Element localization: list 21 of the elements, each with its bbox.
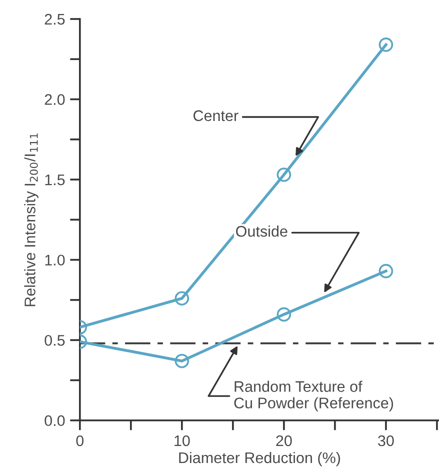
point: [276, 307, 292, 322]
y-tick-label: 0.5: [44, 334, 65, 346]
x-tick-label: 0: [76, 435, 84, 446]
x-tick-label: 30: [378, 435, 394, 446]
y-axis-title: Relative Intensity I$_{200}$/I$_{111}$: [24, 134, 38, 306]
y-tick-label: 1.0: [45, 254, 65, 266]
y-tick-label: 1.5: [45, 174, 65, 186]
y-tick-label: 2.0: [44, 94, 65, 105]
annotation: Random Texture of Cu Powder (Reference): [234, 380, 394, 412]
x-tick-label: 10: [174, 435, 190, 446]
x-axis-title: Diameter Reduction (%): [179, 452, 340, 466]
point: [378, 264, 394, 278]
annotation: Center: [194, 110, 238, 122]
y-tick-label: 2.5: [44, 14, 65, 25]
text: 0.0: [44, 415, 65, 426]
point: [174, 354, 190, 368]
annotation: Outside: [236, 226, 288, 237]
x-tick-label: 20: [276, 435, 292, 446]
point: [174, 291, 190, 306]
point: [276, 168, 292, 182]
point: [378, 38, 394, 52]
